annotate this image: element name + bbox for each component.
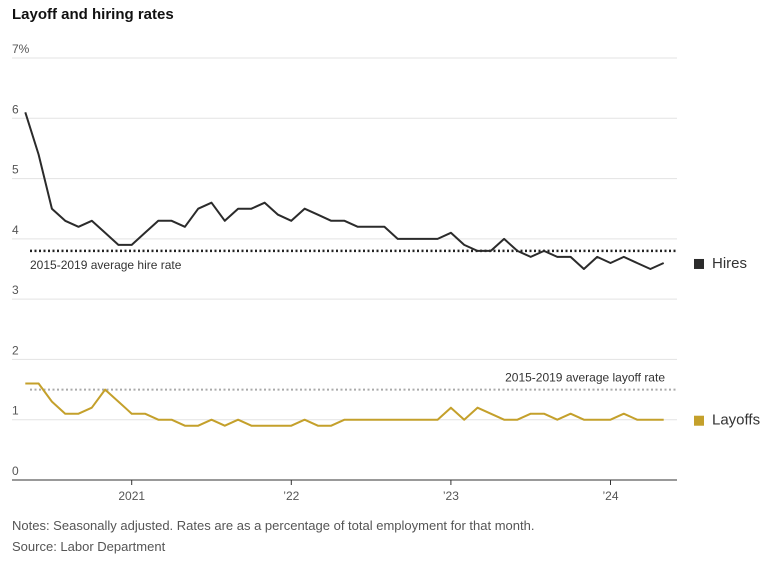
chart-title: Layoff and hiring rates [12, 6, 174, 23]
x-tick-label: 2021 [118, 489, 145, 503]
y-tick-label: 6 [12, 102, 19, 116]
y-tick-label: 4 [12, 223, 19, 237]
chart-source: Source: Labor Department [12, 539, 166, 554]
x-tick-label: ’22 [283, 489, 299, 503]
legend: Hires Layoffs [694, 255, 760, 429]
y-tick-label: 0 [12, 464, 19, 478]
hire-average-label: 2015-2019 average hire rate [30, 258, 182, 272]
y-tick-label: 7% [12, 42, 30, 56]
layoffs-legend-label: Layoffs [712, 412, 760, 429]
x-tick-label: ’23 [443, 489, 459, 503]
y-tick-label: 3 [12, 283, 19, 297]
x-tick-label: ’24 [602, 489, 618, 503]
layoffs-legend-swatch [694, 415, 704, 426]
layoffs-line [25, 382, 664, 427]
hires-legend-swatch [694, 258, 704, 269]
hires-legend-label: Hires [712, 255, 747, 272]
y-tick-label: 5 [12, 163, 19, 177]
layoff-average-label: 2015-2019 average layoff rate [505, 371, 665, 385]
hires-line [24, 111, 665, 270]
y-axis-ticks: 0 1 2 3 4 5 6 7% [12, 42, 30, 478]
y-tick-label: 2 [12, 343, 19, 357]
chart-svg: 2015-2019 average hire rate 2015-2019 ave… [12, 42, 760, 503]
series-lines [24, 111, 665, 427]
chart-notes: Notes: Seasonally adjusted. Rates are as… [12, 518, 535, 533]
y-tick-label: 1 [12, 404, 19, 418]
reference-lines: 2015-2019 average hire rate 2015-2019 ave… [30, 249, 677, 391]
x-axis: 2021 ’22 ’23 ’24 [12, 479, 677, 503]
